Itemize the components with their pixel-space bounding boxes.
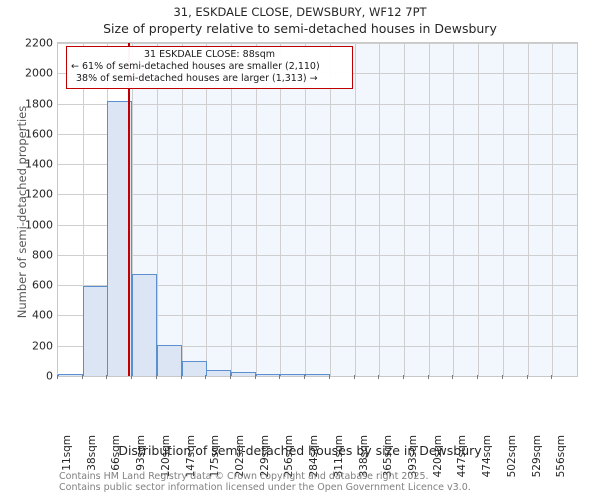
y-tick-label: 1000 [25,218,53,232]
histogram-bar [280,374,305,376]
x-tick-mark [477,375,478,379]
property-size-marker-line [127,43,130,376]
histogram-bar [157,344,182,376]
y-tick-label: 200 [32,339,53,353]
gridline [404,43,405,376]
gridline [58,254,577,256]
x-axis-ticks: 11sqm 38sqm 66sqm 93sqm 120sqm 147sqm 175sqm 20… [57,375,578,477]
histogram-bar [256,374,281,376]
gridline [58,285,577,287]
x-tick-mark [181,375,182,379]
gridline [58,194,577,196]
x-tick-mark [304,375,305,379]
x-tick-mark [230,375,231,379]
y-axis-ticks: 0 200 400 600 800 1000 1200 1400 1600 1800 2000 220… [0,37,53,383]
x-tick-mark [279,375,280,379]
x-tick-mark [205,375,206,379]
annotation-title: 31 ESKDALE CLOSE: 88sqm [144,49,275,60]
gridline [83,43,84,376]
gridline [206,43,207,376]
gridline [132,43,133,376]
gridline [58,345,577,347]
y-tick-label: 1200 [25,187,53,201]
gridline [330,43,331,376]
property-annotation-box: 31 ESKDALE CLOSE: 88sqm ← 61% of semi-de… [66,46,353,89]
gridline [528,43,529,376]
gridline [58,224,577,226]
x-tick-mark [428,375,429,379]
x-tick-mark [131,375,132,379]
y-tick-label: 1400 [25,157,53,171]
x-tick-mark [156,375,157,379]
y-tick-label: 2000 [25,66,53,80]
gridline [256,43,257,376]
gridline [58,43,577,44]
chart-subtitle: Size of property relative to semi-detach… [103,21,497,36]
x-tick-mark [527,375,528,379]
gridline [231,43,232,376]
gridline [355,43,356,376]
gridline [453,43,454,376]
footer-line-1: Contains HM Land Registry data © Crown c… [59,471,429,482]
y-axis-label: Number of semi-detached properties [15,105,29,319]
gridline [280,43,281,376]
y-tick-label: 600 [32,278,53,292]
x-tick-mark [255,375,256,379]
x-tick-mark [57,375,58,379]
title-block: 31, ESKDALE CLOSE, DEWSBURY, WF12 7PT Si… [0,4,600,38]
y-tick-label: 2200 [25,36,53,50]
x-tick-mark [452,375,453,379]
page-title: 31, ESKDALE CLOSE, DEWSBURY, WF12 7PT [173,5,427,19]
x-tick-mark [551,375,552,379]
gridline [503,43,504,376]
gridline [478,43,479,376]
gridline [58,164,577,166]
gridline [58,103,577,105]
histogram-bar [231,371,256,376]
gridline [552,43,553,376]
footer: Contains HM Land Registry data © Crown c… [59,471,599,493]
x-tick-mark [378,375,379,379]
y-tick-label: 1800 [25,97,53,111]
larger-range-shading [127,43,577,376]
histogram-bar [206,369,231,376]
gridline [58,315,577,317]
x-tick-mark [403,375,404,379]
annotation-smaller-line: ← 61% of semi-detached houses are smalle… [71,61,320,72]
gridline [305,43,306,376]
histogram-bar [83,285,108,376]
histogram-bar [58,373,83,376]
gridline [182,43,183,376]
histogram-bar [132,274,157,376]
gridline [157,43,158,376]
y-tick-label: 800 [32,248,53,262]
gridline [58,133,577,135]
x-tick-mark [354,375,355,379]
y-tick-label: 1600 [25,127,53,141]
plot-area [57,42,578,377]
y-tick-label: 0 [46,369,53,383]
histogram-bar [182,361,207,376]
footer-line-2: Contains public sector information licen… [59,482,471,493]
x-tick-mark [329,375,330,379]
gridline [379,43,380,376]
gridline [429,43,430,376]
x-tick-mark [82,375,83,379]
x-tick-mark [106,375,107,379]
y-tick-label: 400 [32,308,53,322]
x-tick-mark [502,375,503,379]
histogram-bar [305,374,330,376]
x-axis-label: Distribution of semi-detached houses by … [118,443,482,458]
annotation-larger-line: 38% of semi-detached houses are larger (… [76,73,318,84]
